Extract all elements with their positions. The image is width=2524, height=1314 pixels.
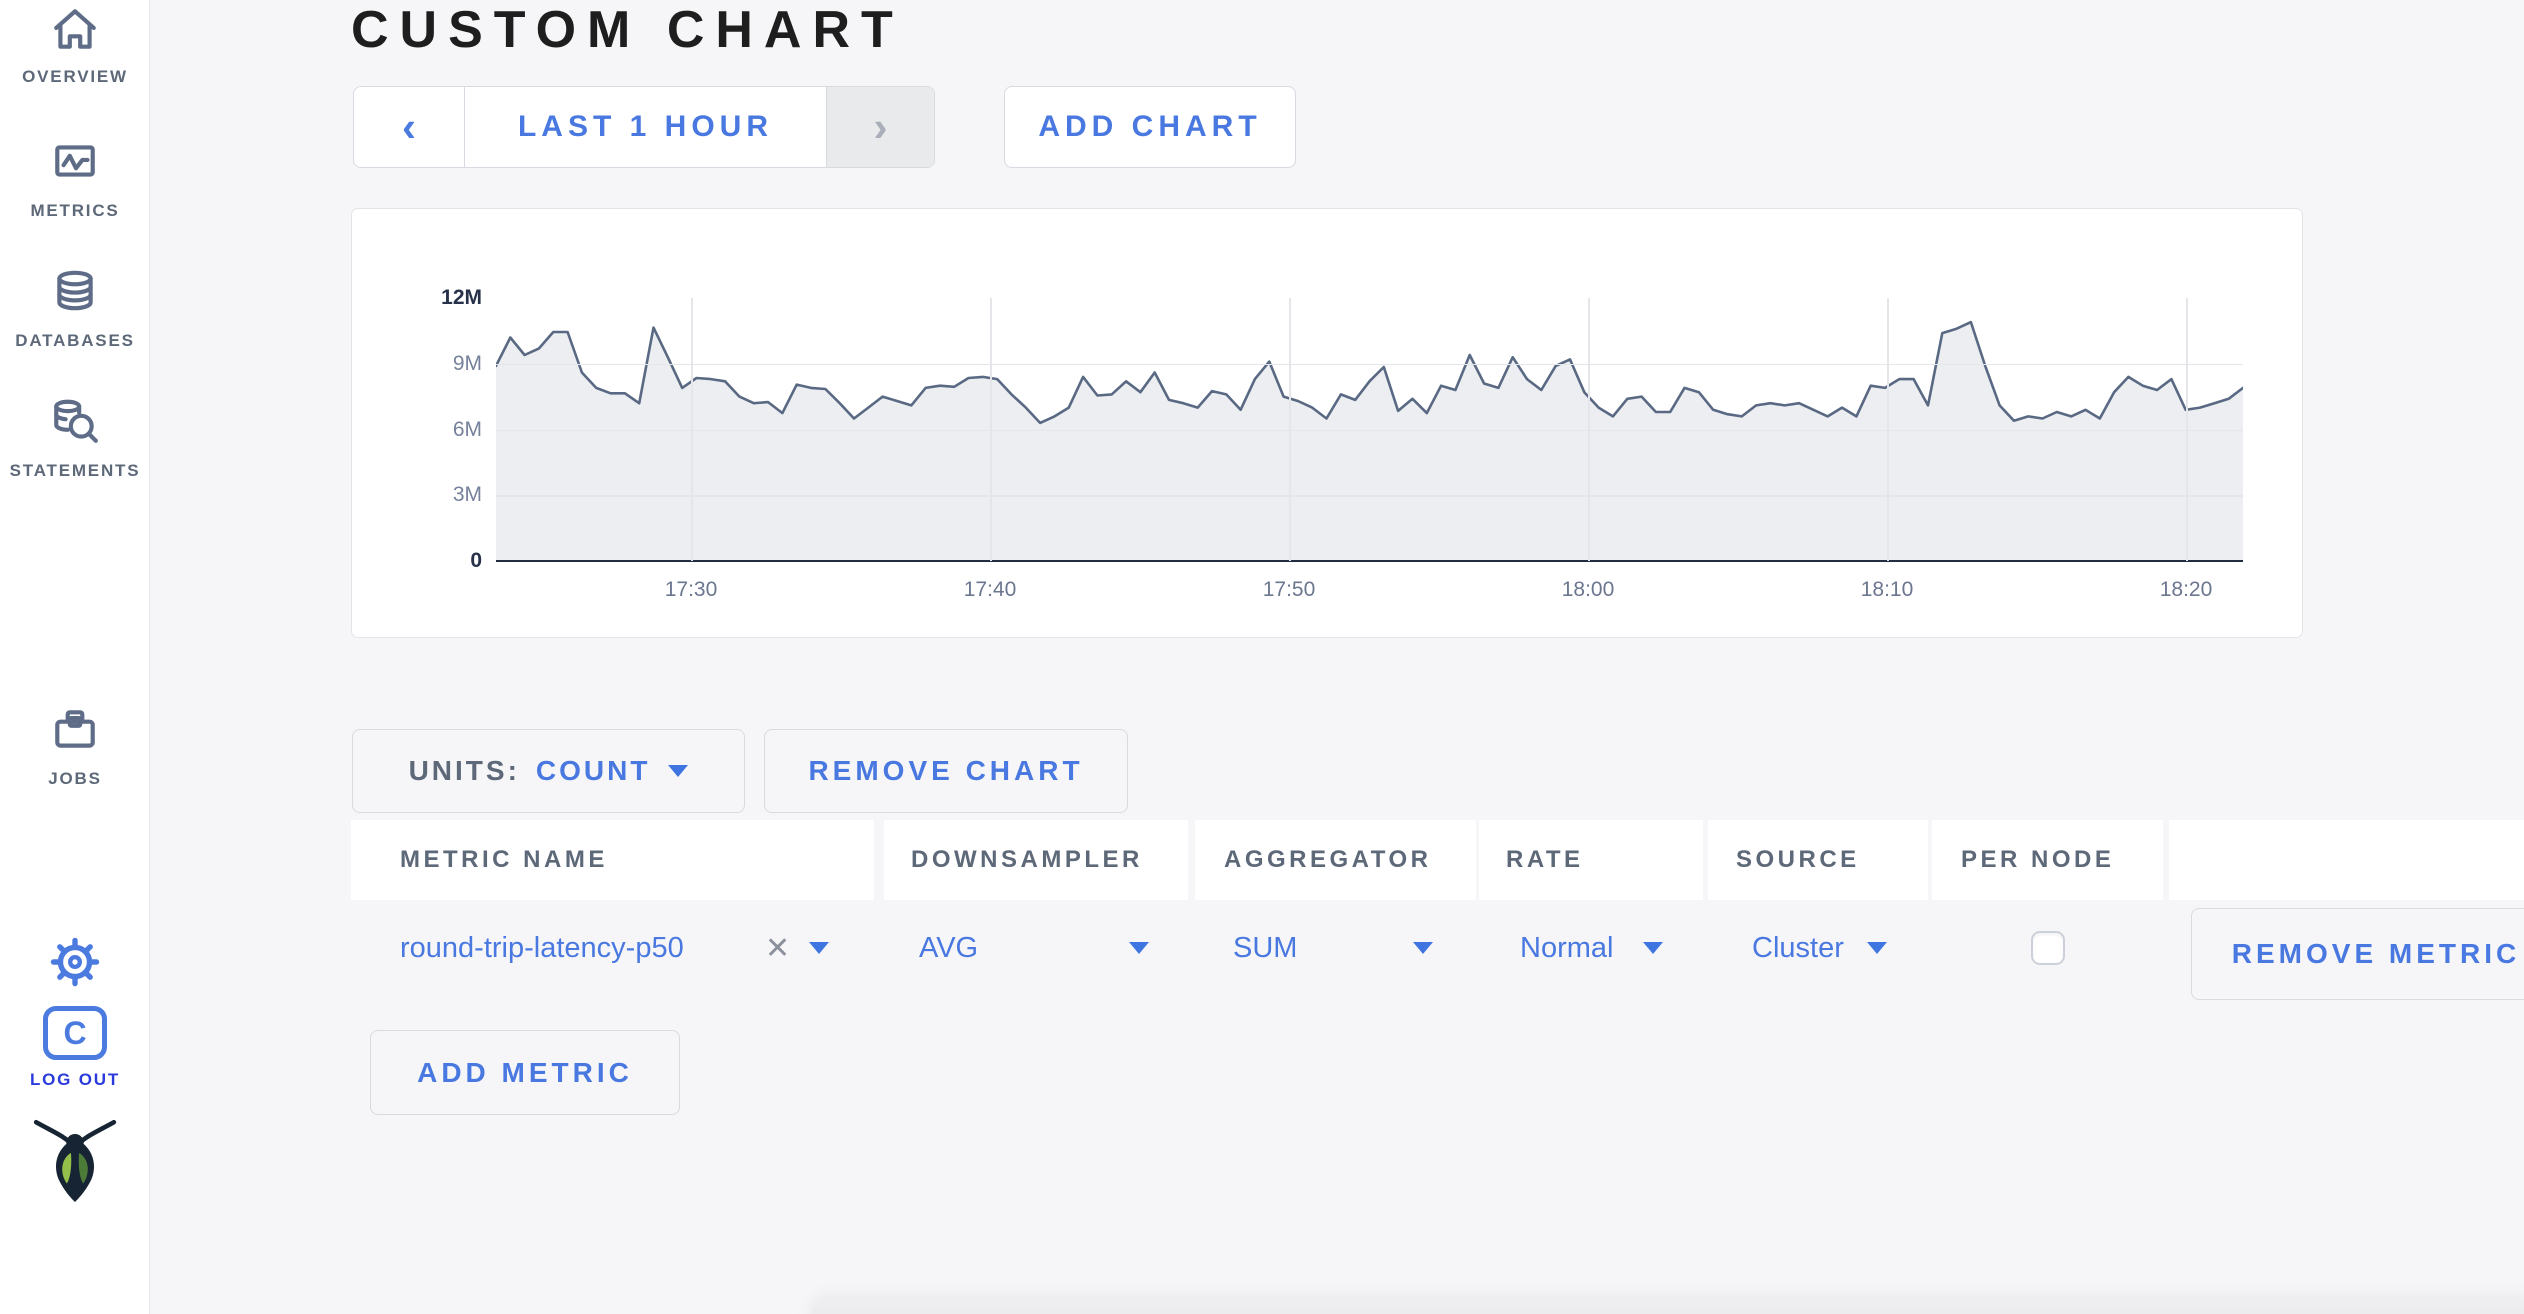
- metrics-chart-icon: [0, 136, 150, 191]
- metric-name-value: round-trip-latency-p50: [400, 931, 684, 964]
- aggregator-value: SUM: [1233, 931, 1298, 964]
- column-header-aggregator: AGGREGATOR: [1195, 820, 1476, 900]
- time-range-dropdown[interactable]: LAST 1 HOUR: [464, 87, 827, 167]
- x-axis-line: [496, 559, 2243, 562]
- sidebar-item-label: STATEMENTS: [9, 461, 141, 480]
- cockroach-c-icon: C: [43, 1006, 107, 1060]
- x-gridline: [691, 298, 693, 561]
- sidebar-item-label: JOBS: [48, 769, 102, 788]
- logout-label: LOG OUT: [29, 1070, 121, 1089]
- column-header-actions: [2169, 820, 2524, 900]
- x-gridline: [990, 298, 992, 561]
- chevron-right-icon: ›: [873, 103, 888, 150]
- cockroach-logo[interactable]: [0, 1112, 150, 1209]
- x-axis-tick-label: 17:30: [664, 578, 718, 601]
- chart-card: 0 3M 6M 9M 12M 17:30 17:40 17:50 18:00 18:10 18:20: [351, 208, 2303, 638]
- x-axis-tick-label: 18:00: [1561, 578, 1615, 601]
- column-header-source: SOURCE: [1708, 820, 1928, 900]
- main-content: CUSTOM CHART ‹ LAST 1 HOUR › ADD CHART 0…: [151, 0, 2524, 1314]
- sidebar-item-jobs[interactable]: JOBS: [0, 706, 150, 789]
- x-gridline: [2186, 298, 2188, 561]
- x-gridline: [1289, 298, 1291, 561]
- x-gridline: [1588, 298, 1590, 561]
- sidebar-item-overview[interactable]: OVERVIEW: [0, 6, 150, 87]
- per-node-checkbox[interactable]: [2031, 931, 2065, 965]
- x-axis-tick-label: 17:50: [1262, 578, 1316, 601]
- sidebar-item-label: DATABASES: [15, 331, 135, 350]
- column-header-per-node: PER NODE: [1932, 820, 2163, 900]
- metric-name-dropdown[interactable]: round-trip-latency-p50: [400, 900, 700, 996]
- sidebar-item-databases[interactable]: DATABASES: [0, 266, 150, 351]
- series-area-fill: [496, 322, 2243, 561]
- y-axis-tick-label: 0: [470, 549, 482, 572]
- database-icon: [0, 266, 150, 321]
- sidebar-item-metrics[interactable]: METRICS: [0, 136, 150, 221]
- chevron-down-icon: [1643, 942, 1663, 954]
- remove-chart-button[interactable]: REMOVE CHART: [764, 729, 1128, 813]
- y-axis-tick-label: 6M: [452, 417, 482, 441]
- sidebar-item-label: OVERVIEW: [22, 67, 128, 86]
- sidebar: OVERVIEW METRICS DATABASES: [0, 0, 150, 1314]
- downsampler-select[interactable]: AVG: [919, 900, 1149, 996]
- time-range-prev-button[interactable]: ‹: [354, 87, 464, 167]
- time-range-selector: ‹ LAST 1 HOUR ›: [353, 86, 935, 168]
- y-gridline: [496, 495, 2243, 497]
- chevron-down-icon: [668, 765, 689, 777]
- downsampler-value: AVG: [919, 931, 979, 964]
- next-chart-peek-shadow: [811, 1300, 2524, 1314]
- home-icon: [0, 6, 150, 57]
- briefcase-icon: [0, 706, 150, 759]
- statements-search-icon: [0, 396, 150, 451]
- time-range-next-button[interactable]: ›: [827, 87, 934, 167]
- clear-x-icon: ✕: [765, 931, 791, 965]
- y-gridline: [496, 363, 2243, 366]
- x-gridline: [1887, 298, 1889, 561]
- source-value: Cluster: [1752, 931, 1844, 964]
- rate-value: Normal: [1520, 931, 1614, 964]
- x-axis-tick-label: 17:40: [963, 578, 1017, 601]
- chevron-left-icon: ‹: [402, 103, 416, 150]
- column-header-metric-name: METRIC NAME: [351, 820, 874, 900]
- aggregator-select[interactable]: SUM: [1233, 900, 1433, 996]
- timeseries-area-chart: [496, 320, 2243, 561]
- page-title: CUSTOM CHART: [351, 1, 904, 59]
- add-metric-button[interactable]: ADD METRIC: [370, 1030, 680, 1115]
- cockroach-bug-icon: [0, 1112, 150, 1209]
- sidebar-item-statements[interactable]: STATEMENTS: [0, 396, 150, 481]
- chevron-down-icon: [1413, 942, 1433, 954]
- sidebar-item-label: METRICS: [30, 201, 120, 220]
- rate-select[interactable]: Normal: [1520, 900, 1663, 996]
- gear-icon: [0, 934, 150, 995]
- y-gridline: [496, 429, 2243, 431]
- chart-plot-area: [496, 298, 2243, 562]
- metric-name-caret[interactable]: [809, 900, 829, 996]
- remove-metric-button[interactable]: REMOVE METRIC: [2191, 908, 2524, 1000]
- x-axis-tick-label: 18:20: [2159, 578, 2213, 601]
- column-header-rate: RATE: [1479, 820, 1703, 900]
- chevron-down-icon: [1867, 942, 1887, 954]
- chevron-down-icon: [1129, 942, 1149, 954]
- units-dropdown[interactable]: UNITS: COUNT: [352, 729, 745, 813]
- units-value: COUNT: [535, 755, 651, 786]
- x-axis-tick-label: 18:10: [1860, 578, 1914, 601]
- per-node-cell: [2031, 900, 2065, 996]
- y-axis-tick-label: 3M: [452, 483, 482, 507]
- add-chart-button[interactable]: ADD CHART: [1004, 86, 1296, 168]
- chevron-down-icon: [809, 942, 829, 954]
- logout-button[interactable]: C LOG OUT: [0, 1006, 150, 1090]
- units-label: UNITS:: [408, 755, 520, 786]
- series-line: [496, 320, 2243, 425]
- column-header-downsampler: DOWNSAMPLER: [884, 820, 1188, 900]
- metric-clear-button[interactable]: ✕: [765, 900, 790, 996]
- settings-button[interactable]: [0, 934, 150, 995]
- y-axis-tick-label: 9M: [452, 351, 482, 375]
- y-axis-tick-label: 12M: [441, 286, 482, 309]
- source-select[interactable]: Cluster: [1752, 900, 1887, 996]
